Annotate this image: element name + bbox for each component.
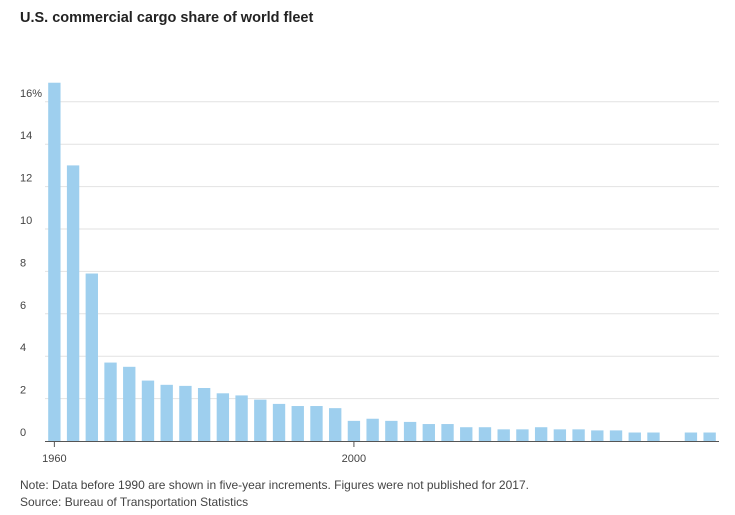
bar-1997	[291, 406, 304, 441]
bar-1992	[197, 388, 211, 441]
bar-1994	[235, 395, 248, 441]
bar-1960	[48, 82, 61, 441]
bar-2015	[628, 432, 641, 441]
bar-2008	[497, 429, 510, 441]
bar-1965	[66, 165, 80, 441]
bar-2012	[572, 429, 585, 441]
bar-2007	[478, 427, 492, 441]
y-tick-label: 6	[20, 300, 26, 312]
bar-1995	[254, 399, 267, 441]
bar-2019	[703, 432, 716, 441]
bar-1980	[123, 366, 136, 441]
bar-chart: 0 2 4 6 8 10 12 14 16% 1960 2000	[20, 82, 719, 465]
bar-1985	[141, 380, 155, 441]
bar-1996	[272, 403, 286, 441]
y-tick-label: 12	[20, 173, 32, 185]
x-axis: 1960 2000	[42, 441, 719, 465]
bar-1993	[216, 393, 230, 441]
bar-1990	[160, 384, 173, 441]
bar-2000	[347, 420, 361, 441]
bar-1999	[329, 408, 342, 441]
bar-2011	[553, 429, 567, 441]
bar-2005	[441, 424, 454, 441]
y-tick-label: 4	[20, 342, 26, 354]
chart-title: U.S. commercial cargo share of world fle…	[20, 10, 314, 26]
bar-1998	[310, 406, 323, 441]
bar-2016	[647, 432, 660, 441]
bar-2010	[534, 427, 548, 441]
chart-source: Source: Bureau of Transportation Statist…	[20, 495, 249, 509]
gridlines	[45, 101, 719, 400]
bars	[48, 82, 716, 441]
x-tick-label: 1960	[42, 453, 66, 465]
y-tick-label: 0	[20, 427, 26, 439]
bar-1991	[179, 385, 192, 441]
y-tick-label: 16%	[20, 88, 42, 100]
y-axis-ticks: 0 2 4 6 8 10 12 14 16%	[20, 88, 42, 439]
chart-note: Note: Data before 1990 are shown in five…	[20, 478, 529, 492]
y-tick-label: 2	[20, 385, 26, 397]
bar-2018	[684, 432, 698, 441]
bar-1970	[85, 273, 98, 441]
bar-2002	[385, 420, 398, 441]
y-tick-label: 14	[20, 130, 32, 142]
x-tick-label: 2000	[342, 453, 366, 465]
bar-2009	[516, 429, 529, 441]
chart-footer: Note: Data before 1990 are shown in five…	[20, 477, 529, 511]
y-tick-label: 10	[20, 215, 32, 227]
bar-2006	[460, 427, 473, 441]
y-tick-label: 8	[20, 257, 26, 269]
bar-2014	[609, 430, 623, 441]
bar-2003	[403, 421, 417, 441]
bar-2001	[366, 418, 379, 441]
bar-1975	[104, 362, 117, 441]
bar-2004	[422, 424, 435, 441]
bar-2013	[591, 430, 604, 441]
